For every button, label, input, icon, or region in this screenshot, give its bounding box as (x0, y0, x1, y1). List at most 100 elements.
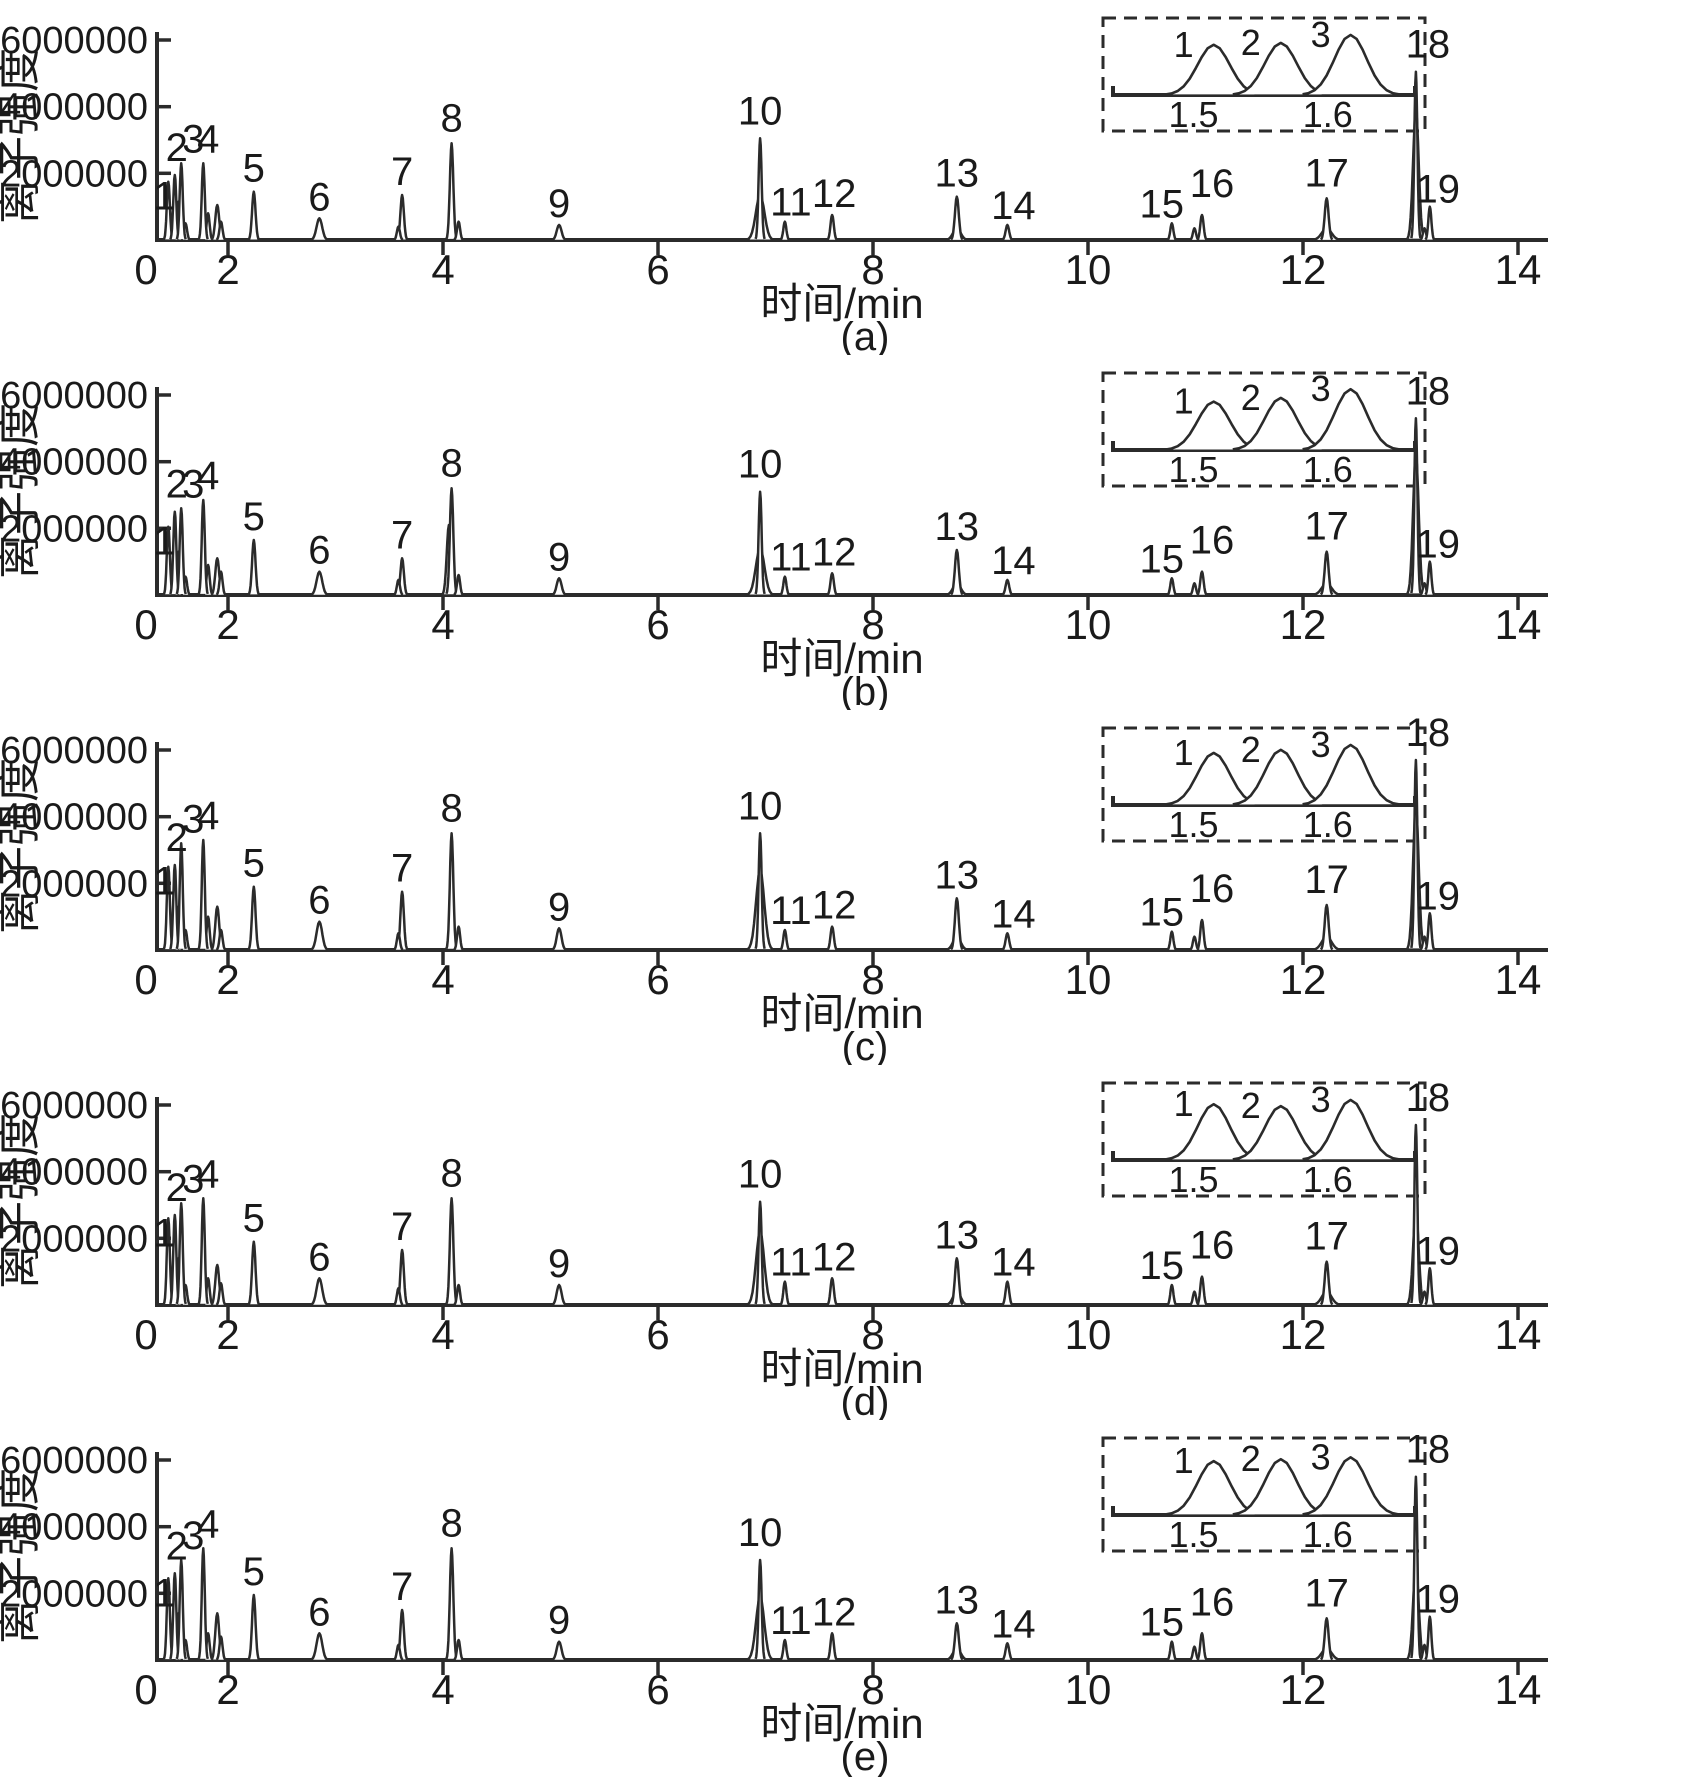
peak-11 (779, 928, 791, 951)
x-tick-label: 10 (1065, 1311, 1112, 1358)
x-axis-title: 时间/min (760, 990, 923, 1037)
peak-18 (1410, 70, 1422, 239)
peak-13 (950, 897, 964, 951)
peak-9 (551, 1640, 567, 1661)
peak-label-4: 4 (197, 1152, 219, 1196)
peak-16 (1196, 1632, 1208, 1661)
minor-peak (215, 220, 227, 241)
inset-peak-2 (1232, 396, 1330, 451)
minor-peak (453, 1283, 464, 1306)
minor-peak (215, 1635, 227, 1661)
peak-label-15: 15 (1140, 891, 1185, 935)
inset-peak-2 (1232, 41, 1330, 96)
minor-peak (453, 1638, 464, 1661)
inset-zoom: 1.5 1.6 1 2 3 (1101, 368, 1427, 490)
x-tick-label: 0 (134, 956, 157, 1003)
peak-15 (1166, 930, 1178, 951)
x-tick-label: 2 (216, 1666, 239, 1713)
peak-12 (826, 925, 838, 951)
peak-label-2: 2 (166, 1524, 188, 1568)
peak-label-5: 5 (243, 495, 265, 539)
peak-14 (1001, 1280, 1014, 1306)
peak-3 (175, 1202, 188, 1305)
peak-15 (1166, 1640, 1178, 1661)
peak-label-15: 15 (1140, 1244, 1185, 1288)
x-tick-label: 12 (1280, 1311, 1327, 1358)
panel-letter: (d) (841, 1380, 890, 1420)
peak-label-1: 1 (153, 175, 175, 219)
x-tick-label: 8 (861, 956, 884, 1003)
inset-peak-3 (1302, 743, 1399, 806)
minor-peak (215, 1282, 227, 1306)
peak-8 (445, 1197, 458, 1305)
peak-5 (247, 1593, 261, 1660)
peak-label-5: 5 (243, 842, 265, 886)
peak-label-3: 3 (182, 797, 204, 841)
panel-letter: (a) (841, 315, 890, 355)
peak-label-16: 16 (1190, 867, 1235, 911)
minor-peak (1189, 227, 1200, 242)
x-tick-label: 14 (1495, 601, 1542, 648)
peak-19 (1424, 205, 1436, 241)
x-tick-label: 2 (216, 956, 239, 1003)
peak-label-9: 9 (548, 1599, 570, 1643)
x-tick-label: 14 (1495, 1666, 1542, 1713)
peak-label-16: 16 (1190, 1224, 1235, 1268)
minor-peak (393, 578, 404, 596)
peak-label-1: 1 (153, 860, 175, 904)
peak-label-12: 12 (812, 530, 857, 574)
peak-label-12: 12 (812, 1235, 857, 1279)
y-tick-label: 4000000 (0, 1507, 148, 1549)
peak-label-18: 18 (1406, 369, 1451, 413)
minor-peak (1189, 1645, 1200, 1662)
x-tick-label: 2 (216, 601, 239, 648)
peak-17 (1319, 903, 1334, 951)
y-tick-label: 2000000 (0, 1218, 148, 1260)
x-tick-label: 4 (431, 601, 454, 648)
peak-18 (1410, 758, 1422, 949)
peak-5 (247, 885, 261, 950)
peak-10 (754, 137, 766, 240)
peak-9 (551, 223, 567, 241)
x-tick-label: 6 (646, 1666, 669, 1713)
y-axis-title: 离子强度 (0, 1468, 44, 1644)
inset-dashed-border (1101, 16, 1427, 133)
x-axis-title: 时间/min (760, 1700, 923, 1747)
x-tick-label: 2 (216, 1311, 239, 1358)
peak-label-11: 11 (770, 889, 812, 933)
minor-peak (393, 1643, 404, 1661)
peak-8 (445, 142, 458, 240)
peak-18 (1410, 417, 1422, 594)
peak-18 (1410, 1123, 1422, 1304)
peak-19 (1424, 1267, 1436, 1306)
panel-a: 1.5 1.6 1 2 3 2000000 4000000 6000000 0 2 4 6 8 10 12 1… (0, 0, 1703, 355)
peak-16 (1196, 918, 1208, 951)
inset-peak-label-2: 2 (1241, 377, 1261, 418)
inset-peak-label-3: 3 (1311, 14, 1331, 55)
y-tick-label: 6000000 (0, 1440, 148, 1482)
peak-9 (551, 1283, 567, 1306)
peak-19 (1424, 560, 1436, 596)
peak-label-7: 7 (391, 513, 413, 557)
peaks (162, 70, 1436, 242)
minor-peak (215, 928, 227, 951)
peak-label-13: 13 (935, 152, 980, 196)
peak-19 (1424, 1615, 1436, 1661)
peak-label-8: 8 (440, 786, 462, 830)
peak-13 (950, 548, 964, 596)
inset-peak-label-2: 2 (1241, 1085, 1261, 1126)
peak-19 (1424, 912, 1436, 951)
peak-label-15: 15 (1140, 1601, 1185, 1645)
peak-15 (1166, 222, 1178, 241)
peak-16 (1196, 1275, 1208, 1306)
peak-label-8: 8 (440, 1151, 462, 1195)
inset-peak-1 (1165, 43, 1262, 96)
peak-label-8: 8 (440, 96, 462, 140)
panel-d: 1.5 1.6 1 2 3 2000000 4000000 6000000 0 2 4 6 8 10 12 1… (0, 1065, 1703, 1420)
inset-peak-3 (1302, 387, 1399, 451)
x-tick-label: 8 (861, 246, 884, 293)
